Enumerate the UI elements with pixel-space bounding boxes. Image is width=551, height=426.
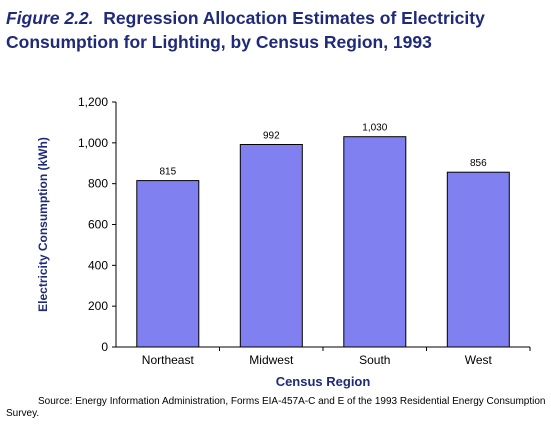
bar-midwest xyxy=(239,144,303,348)
figure-title-text: Regression Allocation Estimates of Elect… xyxy=(6,8,485,52)
y-axis-title: Electricity Consumption (kWh) xyxy=(36,137,50,312)
figure-label: Figure 2.2. xyxy=(6,8,94,28)
x-tick-label-northeast: Northeast xyxy=(142,353,195,367)
bar-chart: 815 Northeast 992 Midwest 1,030 South 856 West 0… xyxy=(36,95,531,389)
y-tick-label: 600 xyxy=(88,218,108,232)
y-tick-label: 400 xyxy=(88,258,108,272)
bar-west xyxy=(446,171,510,348)
figure-title: Figure 2.2. Regression Allocation Estima… xyxy=(6,6,546,54)
y-tick-label: 200 xyxy=(88,299,108,313)
data-label-south: 1,030 xyxy=(362,123,387,134)
bar-northeast xyxy=(136,180,200,348)
source-note: Source: Energy Information Administratio… xyxy=(6,396,546,420)
y-tick-label: 1,000 xyxy=(78,136,108,150)
x-tick-label-west: West xyxy=(465,353,493,367)
x-tick-label-midwest: Midwest xyxy=(249,353,294,367)
x-axis-title: Census Region xyxy=(276,374,371,389)
y-tick-label: 0 xyxy=(101,340,108,354)
y-tick-label: 800 xyxy=(88,177,108,191)
x-tick-label-south: South xyxy=(359,353,390,367)
data-label-west: 856 xyxy=(470,158,487,169)
bar-south xyxy=(343,136,407,348)
data-label-midwest: 992 xyxy=(263,131,280,142)
data-label-northeast: 815 xyxy=(159,167,176,178)
source-text: Source: Energy Information Administratio… xyxy=(6,396,546,419)
y-tick-label: 1,200 xyxy=(78,95,108,109)
